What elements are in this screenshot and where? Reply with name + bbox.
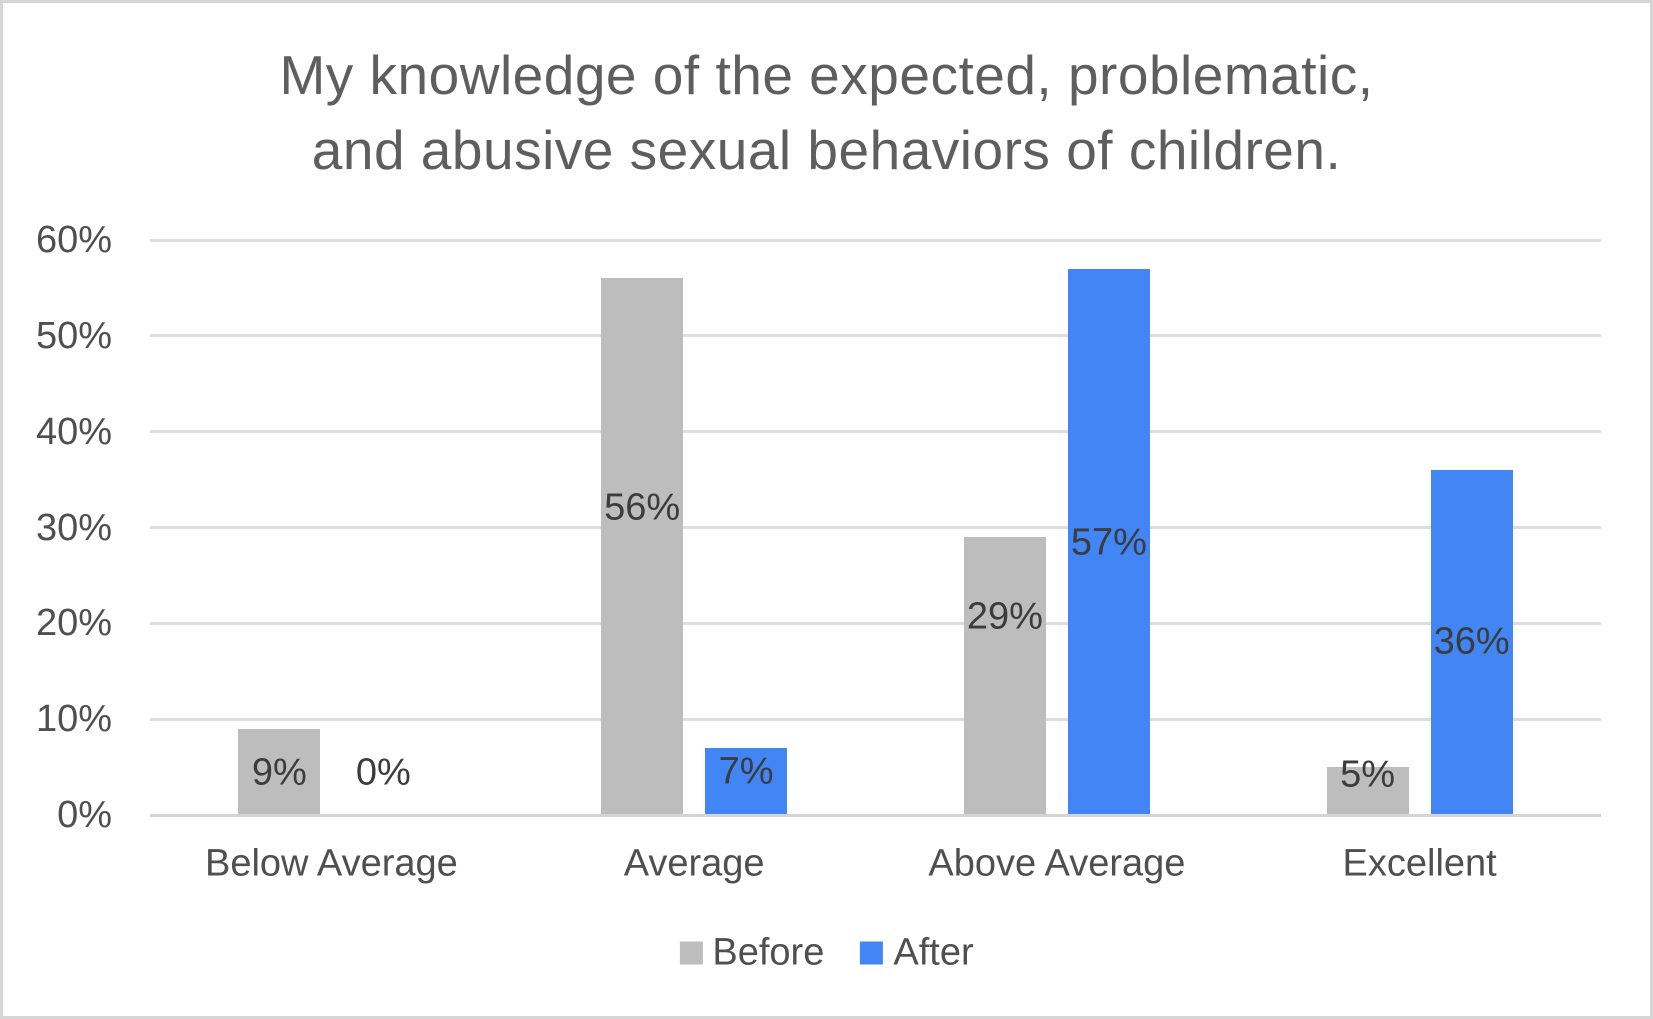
legend-swatch-after (860, 941, 884, 965)
legend-item-after: After (860, 931, 974, 975)
gridline-30- (150, 526, 1601, 529)
y-tick-10-: 10% (35, 698, 112, 741)
legend-label-before: Before (712, 931, 825, 974)
x-axis-line (150, 813, 1601, 817)
data-label-after-average: 7% (718, 750, 774, 793)
gridline-10- (150, 717, 1601, 721)
legend-item-before: Before (679, 932, 824, 975)
legend-swatch-before (679, 941, 703, 965)
gridline-20- (150, 621, 1601, 625)
data-label-after-below-average: 0% (355, 751, 411, 794)
bar-before-excellent (1326, 767, 1409, 815)
data-label-before-average: 56% (604, 486, 681, 529)
chart-title-line-2: and abusive sexual behaviors of children… (311, 119, 1342, 181)
y-tick-0-: 0% (57, 794, 112, 836)
y-tick-50-: 50% (35, 314, 112, 357)
bar-after-average (705, 747, 788, 815)
y-tick-60-: 60% (35, 219, 112, 261)
gridline-60- (150, 238, 1601, 242)
x-label-below-average: Below Average (204, 842, 458, 885)
x-label-average: Average (623, 842, 765, 885)
bar-before-below-average (238, 728, 321, 815)
bar-before-above-average (963, 537, 1046, 815)
data-label-before-excellent: 5% (1340, 753, 1396, 796)
gridline-50- (150, 334, 1601, 338)
bar-after-above-average (1067, 268, 1150, 815)
y-tick-40-: 40% (35, 410, 112, 453)
data-label-before-below-average: 9% (251, 751, 307, 794)
x-label-above-average: Above Average (928, 842, 1186, 885)
bar-before-average (601, 278, 684, 815)
data-label-before-above-average: 29% (966, 595, 1043, 638)
chart-title-line-1: My knowledge of the expected, problemati… (279, 44, 1374, 106)
data-label-after-above-average: 57% (1070, 521, 1147, 564)
bar-after-excellent (1430, 470, 1513, 815)
x-label-excellent: Excellent (1342, 842, 1497, 885)
y-tick-20-: 20% (35, 602, 112, 645)
legend-label-after: After (893, 931, 974, 974)
gridline-40- (150, 430, 1601, 434)
chart-title: My knowledge of the expected, problemati… (0, 38, 1653, 188)
y-tick-30-: 30% (35, 506, 112, 549)
data-label-after-excellent: 36% (1433, 620, 1510, 663)
legend: Before After (679, 931, 974, 975)
